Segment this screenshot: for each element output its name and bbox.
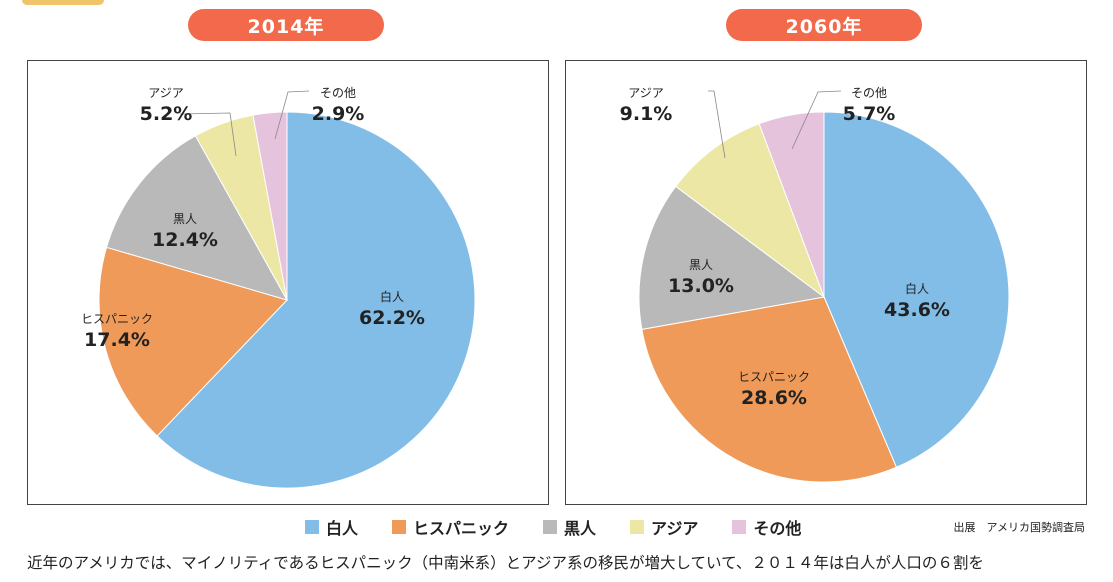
leader-line-other — [274, 90, 310, 140]
slice-value-hispanic: 17.4% — [84, 329, 150, 351]
source-note: 出展 アメリカ国勢調査局 — [953, 521, 1085, 534]
slice-name-white: 白人 — [905, 281, 929, 296]
slice-value-asian: 5.2% — [140, 103, 193, 125]
legend-swatch-black — [543, 520, 558, 534]
slice-value-other: 5.7% — [843, 103, 896, 125]
legend-item-asian: アジア — [630, 515, 698, 539]
slice-value-black: 12.4% — [152, 229, 218, 251]
legend-label-asian: アジア — [651, 519, 699, 538]
slice-name-hispanic: ヒスパニック — [738, 370, 810, 384]
legend-swatch-white — [305, 520, 319, 534]
pie-slice-asian — [675, 123, 826, 299]
legend: 白人 ヒスパニック 黒人 アジア その他 — [305, 514, 835, 540]
slice-value-white: 62.2% — [359, 307, 425, 329]
legend-label-white: 白人 — [326, 519, 359, 538]
pie-panel-2014: 白人 62.2% ヒスパニック 17.4% 黒人 12.4% アジア 5.2% その他 2.9% — [27, 60, 549, 505]
leader-line-asian — [708, 90, 726, 159]
legend-item-hispanic: ヒスパニック — [392, 515, 509, 539]
legend-swatch-hispanic — [392, 520, 407, 534]
caption-text: 近年のアメリカでは、マイノリティであるヒスパニック（中南米系）とアジア系の移民が… — [27, 554, 984, 572]
pie-slices — [638, 111, 1010, 483]
pie-slice-hispanic — [98, 246, 288, 437]
chart-title-2060: 2060年 — [726, 9, 922, 41]
publisher-logo — [22, 0, 104, 5]
pie-panel-2060: 白人 43.6% ヒスパニック 28.6% 黒人 13.0% アジア 9.1% その他 5.7% — [565, 60, 1087, 505]
slice-name-other: その他 — [851, 86, 887, 100]
slice-value-hispanic: 28.6% — [741, 387, 807, 409]
pie-slice-other — [252, 111, 288, 301]
slice-name-asian: アジア — [148, 86, 184, 100]
pie-slice-hispanic — [641, 296, 898, 483]
chart-title-2014: 2014年 — [188, 9, 384, 41]
pie-slice-other — [758, 111, 825, 298]
slice-name-other: その他 — [320, 86, 356, 100]
leader-line-other — [791, 90, 842, 150]
pie-chart-2060: 白人 43.6% ヒスパニック 28.6% 黒人 13.0% アジア 9.1% その他 5.7% — [620, 86, 1010, 483]
legend-item-black: 黒人 — [543, 515, 596, 539]
slice-value-asian: 9.1% — [620, 103, 673, 125]
slice-name-white: 白人 — [380, 289, 404, 304]
pie-slice-black — [105, 135, 289, 301]
slice-value-white: 43.6% — [884, 299, 950, 321]
slice-value-other: 2.9% — [312, 103, 365, 125]
legend-label-hispanic: ヒスパニック — [413, 519, 510, 538]
slice-name-black: 黒人 — [173, 212, 197, 226]
slice-value-black: 13.0% — [668, 275, 734, 297]
pie-slice-white — [823, 111, 1010, 468]
legend-swatch-asian — [630, 520, 645, 534]
pie-slices — [98, 111, 476, 489]
slice-name-hispanic: ヒスパニック — [81, 312, 153, 326]
leader-line-asian — [179, 112, 237, 157]
legend-label-other: その他 — [753, 519, 802, 538]
pie-slice-white — [156, 111, 476, 489]
slice-name-black: 黒人 — [689, 258, 713, 272]
slice-name-asian: アジア — [628, 86, 664, 100]
legend-swatch-other — [732, 520, 747, 534]
pie-slice-black — [638, 185, 826, 330]
legend-item-other: その他 — [732, 515, 801, 539]
legend-label-black: 黒人 — [564, 519, 597, 538]
legend-item-white: 白人 — [305, 515, 358, 539]
pie-chart-2014: 白人 62.2% ヒスパニック 17.4% 黒人 12.4% アジア 5.2% その他 2.9% — [81, 86, 476, 489]
